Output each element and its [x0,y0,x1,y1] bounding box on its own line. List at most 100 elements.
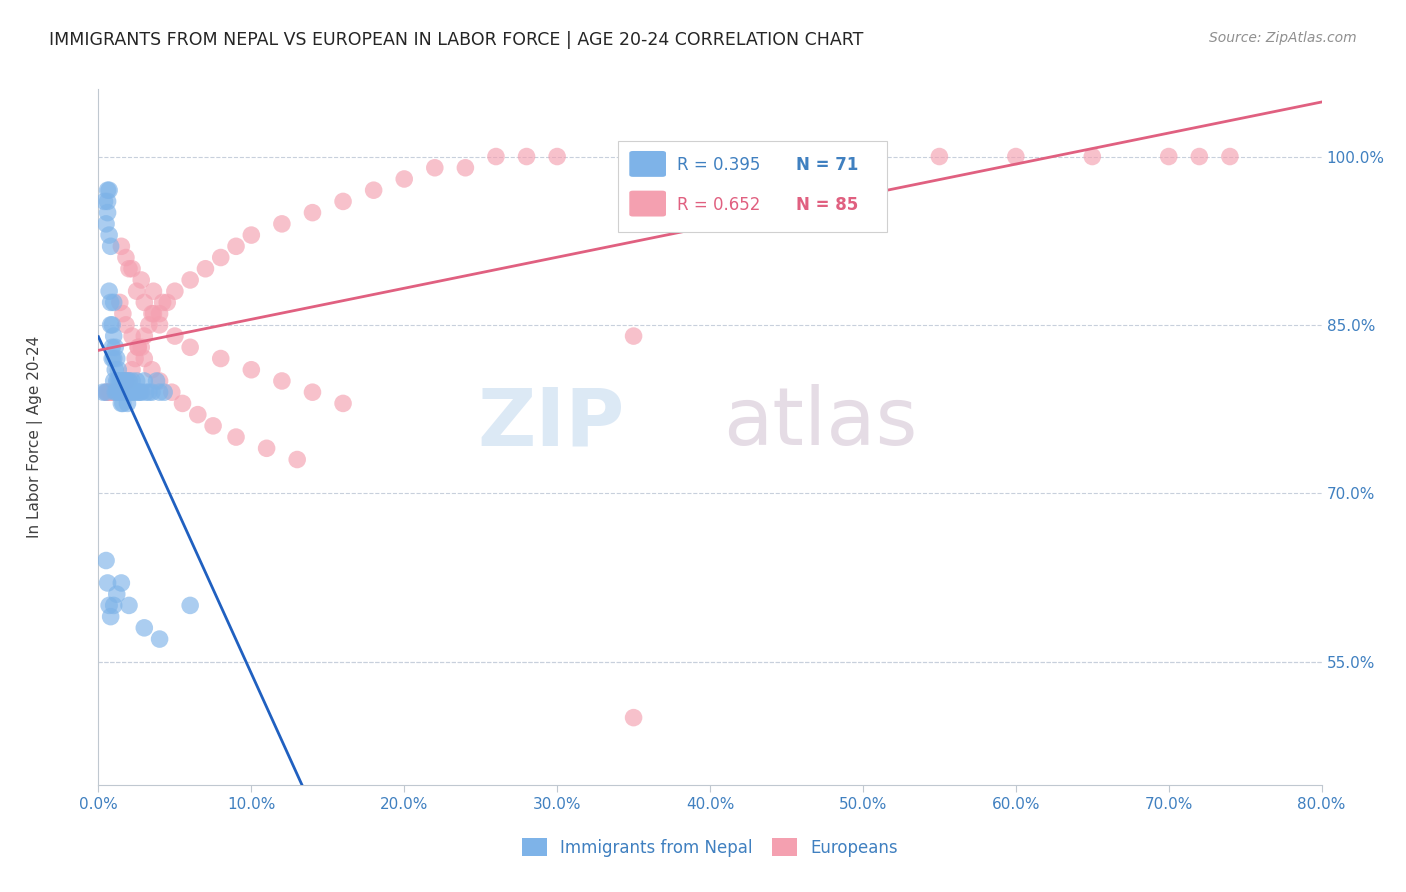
Point [110,396,132,410]
Point [454,161,477,175]
Point [101,351,124,366]
Point [928,149,950,163]
Point [120,385,142,400]
Point [138,318,160,332]
Point [108,374,131,388]
Point [209,251,232,265]
Point [128,385,150,400]
Point [103,329,125,343]
Point [138,385,160,400]
Point [107,385,129,400]
Point [98,228,121,243]
Point [115,385,138,400]
Point [105,385,128,400]
Point [135,385,157,400]
Text: R = 0.395: R = 0.395 [678,156,761,174]
Point [153,385,176,400]
Point [145,374,167,388]
Point [121,363,143,377]
Point [111,385,134,400]
Point [209,351,232,366]
Point [117,374,139,388]
Point [149,374,172,388]
Point [623,149,645,163]
Point [108,295,131,310]
Point [111,396,134,410]
Point [392,172,416,186]
Point [108,385,131,400]
Point [94,553,117,567]
Point [100,385,122,400]
Point [111,307,134,321]
Point [179,273,201,287]
Point [623,329,645,343]
Point [129,385,152,400]
Point [852,149,875,163]
Point [516,149,538,163]
Point [124,385,146,400]
Point [301,385,323,400]
Point [110,239,132,253]
Text: N = 85: N = 85 [796,195,858,214]
Point [124,351,146,366]
Point [118,599,141,613]
Point [103,374,125,388]
Point [225,430,247,444]
Point [112,385,135,400]
Point [149,318,172,332]
Point [94,385,117,400]
Point [127,385,149,400]
Point [110,385,132,400]
Y-axis label: In Labor Force | Age 20-24: In Labor Force | Age 20-24 [27,336,42,538]
Point [775,149,797,163]
Point [103,351,125,366]
Point [107,363,129,377]
Point [101,385,124,400]
Point [98,284,121,298]
Point [121,261,143,276]
Point [115,374,138,388]
Point [101,318,124,332]
Point [134,329,156,343]
Point [1081,149,1104,163]
Point [202,418,225,433]
Point [118,385,141,400]
Point [105,351,128,366]
Point [1219,149,1241,163]
Point [94,385,117,400]
Point [285,452,308,467]
Point [97,194,120,209]
Point [105,587,128,601]
Point [194,261,217,276]
Point [149,632,172,646]
Point [107,374,129,388]
FancyBboxPatch shape [630,191,666,217]
Point [134,351,156,366]
Point [187,408,209,422]
Point [699,149,721,163]
Point [129,273,152,287]
Point [104,385,127,400]
Text: Source: ZipAtlas.com: Source: ZipAtlas.com [1209,31,1357,45]
Point [485,149,508,163]
Point [97,205,120,219]
Point [98,183,121,197]
Point [301,205,323,219]
Point [156,295,179,310]
Point [104,385,127,400]
Point [172,396,194,410]
Point [97,385,120,400]
Point [121,374,143,388]
Point [141,307,163,321]
Point [1188,149,1211,163]
Point [97,183,120,197]
Point [163,329,186,343]
Point [122,385,145,400]
Point [100,239,122,253]
Point [100,295,122,310]
FancyBboxPatch shape [630,151,666,177]
Point [129,340,152,354]
Point [127,340,149,354]
Point [332,396,354,410]
Point [332,194,354,209]
